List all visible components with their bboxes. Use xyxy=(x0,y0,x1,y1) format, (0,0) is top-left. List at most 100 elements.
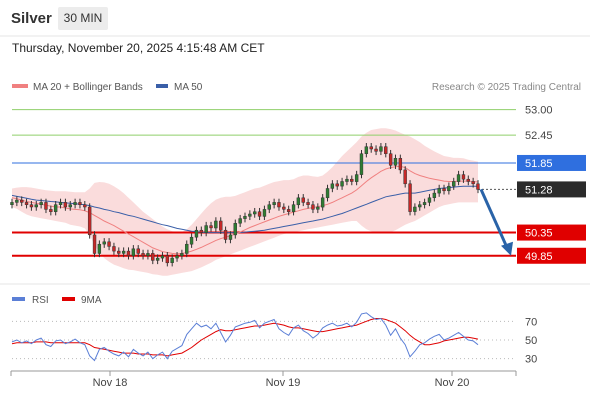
candle-body-24 xyxy=(126,250,131,256)
level-label-0: 53.00 xyxy=(525,105,553,117)
candle-body-92 xyxy=(456,174,461,182)
candle-body-75 xyxy=(374,148,378,152)
candle-body-40 xyxy=(204,225,208,233)
candle-body-26 xyxy=(136,248,140,254)
level-label-1: 52.45 xyxy=(525,130,553,142)
candle-body-57 xyxy=(286,209,291,212)
candle-body-1 xyxy=(15,199,19,203)
x-tick-label-1: Nov 19 xyxy=(266,377,301,389)
credit-text: Research © 2025 Trading Central xyxy=(432,82,581,93)
rsi-ma-line xyxy=(11,318,479,357)
forecast-arrow-shaft xyxy=(479,188,510,251)
candle-body-36 xyxy=(185,243,189,254)
candle-body-51 xyxy=(257,211,262,217)
candle-body-78 xyxy=(388,153,393,166)
candle-body-76 xyxy=(379,146,383,152)
rsi-level-label-0: 70 xyxy=(525,316,537,328)
candle-body-67 xyxy=(335,183,339,187)
candle-body-95 xyxy=(471,181,475,185)
candle-body-11 xyxy=(63,202,68,208)
candle-body-49 xyxy=(248,213,252,217)
candle-body-56 xyxy=(282,206,286,210)
ma50-legend-label: MA 50 xyxy=(174,82,203,93)
candle-body-70 xyxy=(350,178,354,182)
candle-body-89 xyxy=(442,188,446,192)
candle-body-68 xyxy=(340,181,344,187)
candle-body-90 xyxy=(447,185,451,192)
candle-body-34 xyxy=(175,255,179,259)
candle-body-96 xyxy=(476,183,480,190)
candle-body-9 xyxy=(53,204,58,212)
candle-body-0 xyxy=(10,202,14,205)
level-label-4: 50.35 xyxy=(525,228,553,240)
candle-body-58 xyxy=(291,204,296,212)
header-bar: Silver 30 MIN xyxy=(0,0,590,36)
candle-body-45 xyxy=(228,234,233,240)
candle-body-37 xyxy=(189,236,194,245)
candle-body-42 xyxy=(214,220,218,229)
ma20-legend-swatch xyxy=(12,84,28,88)
candle-body-31 xyxy=(160,255,165,259)
timeframe-badge[interactable]: 30 MIN xyxy=(58,7,108,30)
candle-body-38 xyxy=(194,229,199,238)
rsi-ma-legend-swatch xyxy=(62,297,75,301)
rsi-legend-label: RSI xyxy=(32,295,49,306)
candle-body-81 xyxy=(403,169,407,185)
candle-body-28 xyxy=(146,253,150,256)
level-tag-2 xyxy=(517,154,586,171)
candle-body-61 xyxy=(306,202,310,205)
candle-body-35 xyxy=(180,253,184,256)
candle-body-52 xyxy=(262,209,267,217)
candle-body-47 xyxy=(238,218,242,224)
rsi-ma-legend-label: 9MA xyxy=(81,295,102,306)
candle-body-59 xyxy=(296,197,301,206)
candle-body-15 xyxy=(83,204,87,208)
level-label-5: 49.85 xyxy=(525,251,553,263)
forecast-arrow-head xyxy=(501,241,513,256)
bollinger-band xyxy=(12,128,478,276)
candle-body-4 xyxy=(29,204,34,208)
candle-body-60 xyxy=(301,197,305,203)
level-tag-5 xyxy=(517,247,586,264)
candle-body-71 xyxy=(354,174,359,182)
candle-body-54 xyxy=(272,202,276,205)
candle-body-7 xyxy=(44,202,48,210)
rsi-level-label-1: 50 xyxy=(525,335,537,347)
candle-body-93 xyxy=(461,174,466,180)
candle-body-91 xyxy=(452,181,456,187)
candle-body-63 xyxy=(316,206,320,210)
candle-body-16 xyxy=(87,206,92,236)
candle-body-27 xyxy=(141,253,145,256)
candle-body-21 xyxy=(112,246,116,252)
candle-body-2 xyxy=(20,199,24,203)
candle-body-65 xyxy=(325,188,330,199)
candle-body-25 xyxy=(131,248,136,257)
candle-body-87 xyxy=(432,192,437,198)
candle-body-94 xyxy=(466,178,470,182)
candle-body-10 xyxy=(58,202,63,205)
ma20-legend-label: MA 20 + Bollinger Bands xyxy=(33,82,143,93)
candle-body-73 xyxy=(364,146,369,154)
candle-body-20 xyxy=(107,241,111,247)
candle-body-77 xyxy=(384,146,388,154)
candle-body-55 xyxy=(277,202,281,208)
candle-body-5 xyxy=(34,204,38,208)
candle-body-82 xyxy=(408,183,412,212)
rsi-legend-swatch xyxy=(12,297,25,301)
candle-body-22 xyxy=(117,250,121,254)
last-price-label: 51.28 xyxy=(525,184,553,196)
level-label-2: 51.85 xyxy=(525,158,553,170)
level-tag-4 xyxy=(517,224,586,241)
candle-body-64 xyxy=(320,197,325,208)
candle-body-41 xyxy=(209,225,213,229)
candle-body-48 xyxy=(243,216,247,219)
candle-body-17 xyxy=(92,234,97,254)
candle-body-74 xyxy=(369,146,373,150)
candle-body-84 xyxy=(418,204,422,208)
candle-body-85 xyxy=(422,202,427,205)
timestamp: Thursday, November 20, 2025 4:15:48 AM C… xyxy=(12,41,265,55)
candle-body-72 xyxy=(359,153,364,175)
candle-body-50 xyxy=(253,211,257,215)
